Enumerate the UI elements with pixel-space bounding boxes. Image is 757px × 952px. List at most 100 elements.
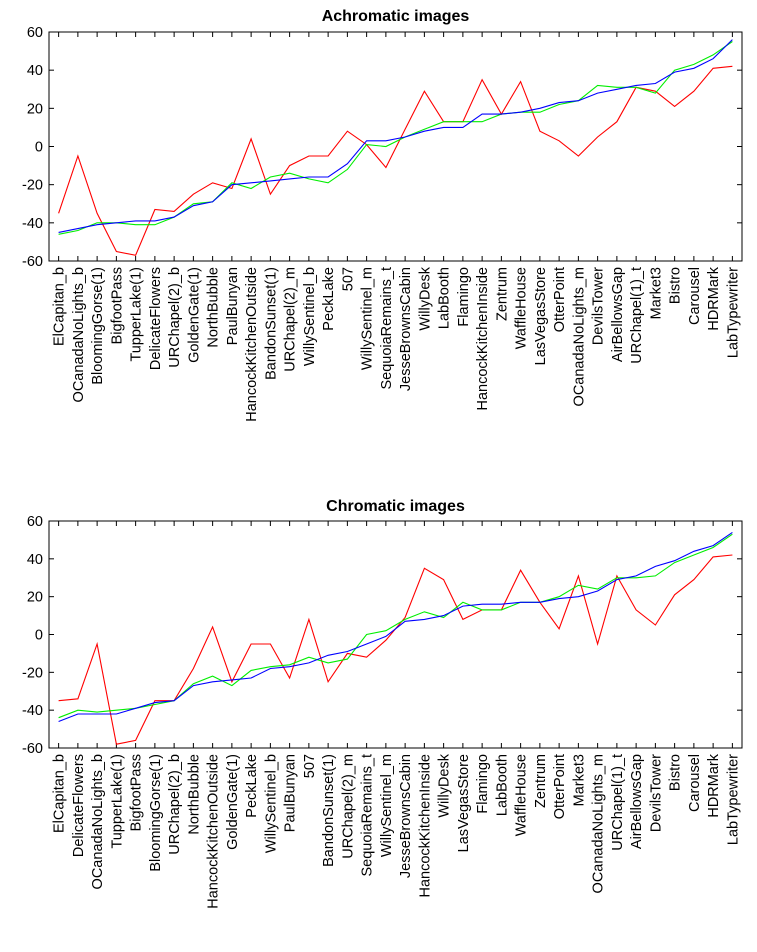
x-tick-label: HDRMark <box>706 753 722 817</box>
series-line-2 <box>58 39 733 233</box>
x-tick-label: OtterPoint <box>552 754 568 819</box>
x-tick-label: URChapel(2)_b <box>167 754 183 855</box>
x-axis: ElCapitan_b DelicateFlowers OCanadaNoLight… <box>52 521 741 909</box>
x-tick-label: OCanadaNoLights_m <box>591 754 607 893</box>
y-tick-label: -60 <box>22 254 43 270</box>
y-tick-label: 20 <box>27 590 43 606</box>
x-tick-label: Flamingo <box>456 267 472 327</box>
x-axis: ElCapitan_b OCanadaNoLights_b BloomingGors… <box>52 32 741 422</box>
x-tick-label: WaffleHouse <box>514 754 530 836</box>
x-tick-label: Carousel <box>687 754 703 812</box>
x-tick-label: PeckLake <box>244 754 260 818</box>
x-tick-label: BandonSunset(1) <box>321 754 337 867</box>
x-tick-label: 507 <box>340 267 356 291</box>
y-tick-label: -40 <box>22 216 43 232</box>
x-tick-label: URChapel(2)_m <box>283 267 299 372</box>
x-tick-label: Zentrum <box>494 267 510 321</box>
series-line-0 <box>58 554 733 745</box>
x-tick-label: DevilsTower <box>648 754 664 832</box>
chart-title: Chromatic images <box>326 498 465 515</box>
x-tick-label: PeckLake <box>321 267 337 331</box>
x-tick-label: LabTypewriter <box>725 267 741 358</box>
x-tick-label: OtterPoint <box>552 267 568 332</box>
x-tick-label: DelicateFlowers <box>148 267 164 370</box>
x-tick-label: 507 <box>302 754 318 778</box>
x-tick-label: PaulBunyan <box>225 267 241 345</box>
x-tick-label: DevilsTower <box>591 267 607 345</box>
series-line-0 <box>58 65 733 256</box>
plot-frame <box>48 31 743 262</box>
x-tick-label: NorthBubble <box>186 754 202 835</box>
chart-chromatic: Chromatic images -60 -40 -20 0 20 40 60 ElCapi… <box>22 498 743 909</box>
x-tick-label: SequoiaRemains_t <box>379 267 395 390</box>
x-tick-label: PaulBunyan <box>283 754 299 832</box>
x-tick-label: GoldenGate(1) <box>186 267 202 363</box>
x-tick-label: Carousel <box>687 267 703 325</box>
x-tick-label: Bistro <box>668 754 684 791</box>
x-tick-label: OCanadaNoLights_m <box>571 267 587 406</box>
x-tick-label: LabTypewriter <box>725 754 741 845</box>
y-tick-label: -60 <box>22 741 43 757</box>
y-tick-label: 60 <box>27 514 43 530</box>
x-tick-label: OCanadaNoLights_b <box>71 267 87 402</box>
x-tick-label: LasVegasStore <box>456 754 472 852</box>
series-line-1 <box>58 533 733 719</box>
x-tick-label: JesseBrownsCabin <box>398 754 414 878</box>
x-tick-label: JesseBrownsCabin <box>398 267 414 391</box>
x-tick-label: URChapel(2)_m <box>340 754 356 859</box>
y-tick-label: -40 <box>22 703 43 719</box>
x-tick-label: HDRMark <box>706 266 722 330</box>
x-tick-label: Flamingo <box>475 754 491 814</box>
y-tick-label: 60 <box>27 25 43 41</box>
x-tick-label: AirBellowsGap <box>629 754 645 849</box>
x-tick-label: BloomingGorse(1) <box>90 267 106 385</box>
y-tick-label: 0 <box>35 628 43 644</box>
x-tick-label: LasVegasStore <box>533 267 549 365</box>
x-tick-label: AirBellowsGap <box>610 267 626 362</box>
plot-frame <box>48 520 743 749</box>
x-tick-label: WaffleHouse <box>514 267 530 349</box>
y-tick-label: -20 <box>22 178 43 194</box>
series-lines <box>58 531 733 745</box>
x-tick-label: HancockKitchenInside <box>475 267 491 410</box>
y-tick-label: 20 <box>27 101 43 117</box>
x-tick-label: NorthBubble <box>206 267 222 348</box>
x-tick-label: BloomingGorse(1) <box>148 754 164 872</box>
x-tick-label: GoldenGate(1) <box>225 754 241 850</box>
x-tick-label: WillyDesk <box>417 266 433 330</box>
x-tick-label: WillySentinel_b <box>302 267 318 366</box>
x-tick-label: BigfootPass <box>109 267 125 344</box>
x-tick-label: HancockKitchenOutside <box>206 754 222 909</box>
x-tick-label: WillySentinel_m <box>360 267 376 370</box>
x-tick-label: URChapel(1)_t <box>610 754 626 851</box>
series-lines <box>58 39 733 256</box>
series-line-1 <box>58 41 733 235</box>
chart-title: Achromatic images <box>322 8 470 25</box>
x-tick-label: HancockKitchenOutside <box>244 267 260 422</box>
x-tick-label: HancockKitchenInside <box>417 754 433 897</box>
y-tick-label: 40 <box>27 63 43 79</box>
x-tick-label: Market3 <box>571 754 587 806</box>
x-tick-label: WillySentinel_b <box>263 754 279 853</box>
x-tick-label: BigfootPass <box>129 754 145 831</box>
x-tick-label: OCanadaNoLights_b <box>90 754 106 889</box>
x-tick-label: URChapel(1)_t <box>629 267 645 364</box>
x-tick-label: Zentrum <box>533 754 549 808</box>
x-tick-label: WillySentinel_m <box>379 754 395 857</box>
series-line-2 <box>58 531 733 723</box>
x-tick-label: DelicateFlowers <box>71 754 87 857</box>
x-tick-label: Market3 <box>648 267 664 319</box>
y-axis: -60 -40 -20 0 20 40 60 <box>22 514 742 757</box>
x-tick-label: ElCapitan_b <box>52 267 68 346</box>
x-tick-label: BandonSunset(1) <box>263 267 279 380</box>
x-tick-label: TupperLake(1) <box>129 267 145 362</box>
y-axis: -60 -40 -20 0 20 40 60 <box>22 25 742 270</box>
x-tick-label: LabBooth <box>437 267 453 329</box>
x-tick-label: SequoiaRemains_t <box>360 754 376 877</box>
x-tick-label: Bistro <box>668 267 684 304</box>
x-tick-label: TupperLake(1) <box>109 754 125 849</box>
y-tick-label: 40 <box>27 552 43 568</box>
x-tick-label: URChapel(2)_b <box>167 267 183 368</box>
x-tick-label: ElCapitan_b <box>52 754 68 833</box>
